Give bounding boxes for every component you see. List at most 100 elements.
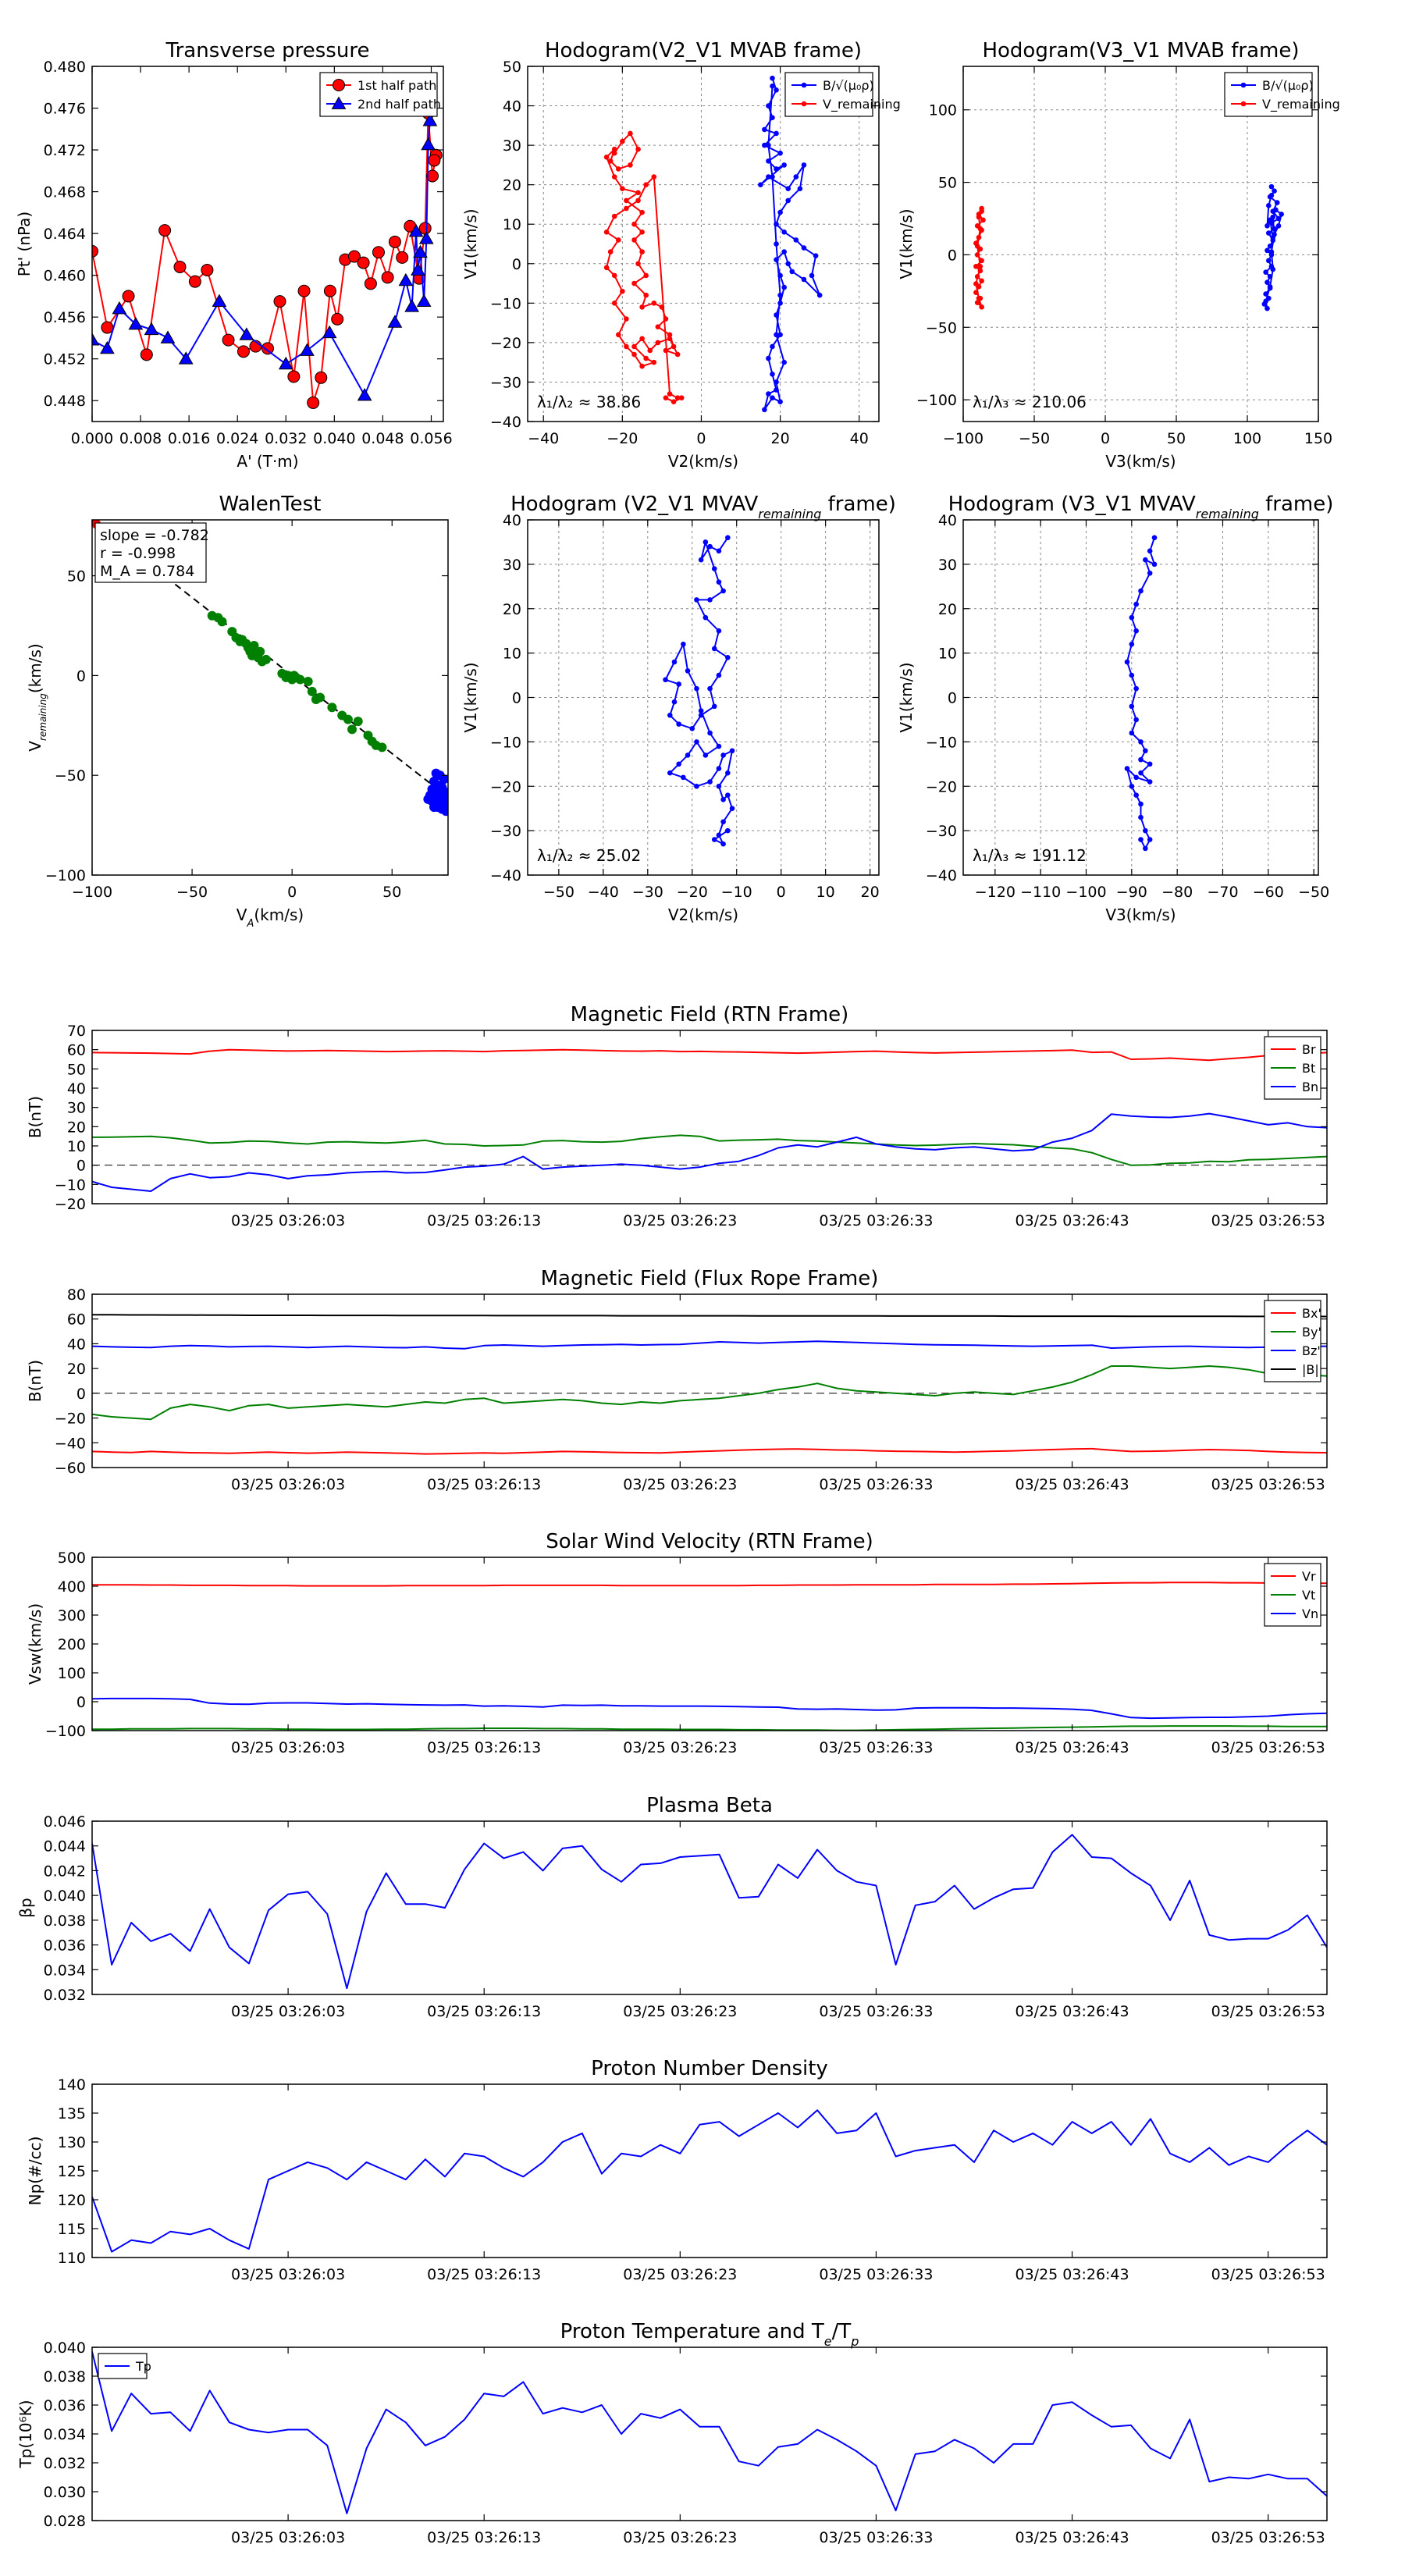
data-point (694, 685, 699, 692)
data-point (1147, 779, 1153, 785)
x-tick-label: 100 (1233, 430, 1261, 447)
y-tick-label: 10 (938, 646, 957, 663)
x-tick-label: 03/25 03:26:13 (427, 2266, 541, 2283)
data-point (1264, 305, 1270, 311)
series-line-v-remaining (664, 537, 733, 845)
data-point (631, 343, 637, 350)
scatter-point (315, 692, 325, 703)
data-point (1124, 766, 1130, 771)
data-point (979, 208, 984, 215)
data-point (758, 182, 763, 187)
data-point (681, 774, 686, 781)
chart-title: Proton Number Density (591, 2057, 828, 2080)
data-point (698, 708, 704, 713)
data-point (1264, 222, 1270, 229)
y-tick-label: −20 (490, 778, 521, 795)
y-tick-label: −30 (926, 823, 957, 840)
data-point (729, 748, 735, 754)
y-tick-label: 40 (503, 98, 521, 116)
data-point (766, 391, 771, 397)
y-tick-label: 0.032 (44, 1987, 86, 2004)
data-point (698, 557, 704, 563)
data-point (1266, 230, 1272, 236)
x-tick-label: 0.008 (119, 430, 162, 447)
data-point (643, 355, 649, 361)
data-point (1275, 215, 1282, 222)
data-point (973, 281, 979, 286)
y-tick-label: 30 (938, 557, 957, 574)
x-tick-label: 03/25 03:26:33 (819, 1212, 933, 1229)
legend: Tp (98, 2353, 151, 2379)
y-tick-label: 0.040 (44, 2339, 86, 2357)
data-point (1275, 222, 1282, 229)
plot-area (92, 2351, 1327, 2514)
chart-title: Plasma Beta (646, 1794, 773, 1817)
data-point (239, 327, 254, 340)
legend: B/√(μ₀ρ) V_remaining (784, 72, 901, 117)
scatter-point (377, 742, 387, 753)
y-tick-label: 70 (67, 1023, 86, 1040)
legend-label: 1st half path (357, 78, 436, 93)
series-line--b- (92, 1314, 1327, 1318)
data-point (1263, 291, 1268, 297)
x-tick-label: −30 (632, 884, 663, 901)
data-point (785, 197, 791, 204)
series-line-tp (92, 2351, 1327, 2514)
data-point (671, 659, 678, 665)
x-tick-label: 03/25 03:26:33 (819, 2529, 933, 2546)
y-tick-label: 300 (58, 1607, 86, 1624)
data-point (770, 115, 775, 121)
y-axis-label: Np(#/cc) (26, 2137, 44, 2206)
x-axis-label: V2(km/s) (668, 906, 738, 924)
data-point (1147, 548, 1153, 554)
data-point (785, 261, 791, 267)
data-point (977, 268, 984, 274)
legend: 1st half path 2nd half path (319, 72, 441, 117)
data-point (631, 237, 637, 243)
data-point (1267, 273, 1273, 279)
data-point (720, 819, 726, 825)
data-point (702, 753, 709, 758)
data-point (418, 222, 432, 235)
legend-label: Bt (1302, 1061, 1315, 1076)
data-point (725, 655, 731, 660)
y-tick-label: −30 (490, 374, 521, 391)
y-tick-label: −50 (55, 767, 86, 785)
data-point (1267, 243, 1273, 249)
data-point (1133, 717, 1139, 723)
data-point (694, 597, 699, 603)
data-point (1143, 845, 1148, 852)
legend-label: B/√(μ₀ρ) (823, 78, 874, 93)
legend-label: Tp (135, 2359, 151, 2374)
scatter-point (307, 686, 317, 696)
y-tick-label: −50 (926, 319, 957, 336)
legend-marker (1240, 101, 1247, 107)
y-tick-label: 10 (503, 646, 521, 663)
data-point (140, 348, 153, 361)
data-point (624, 197, 629, 204)
data-point (1143, 748, 1148, 754)
x-tick-label: −80 (1161, 884, 1193, 901)
data-point (92, 333, 100, 346)
scatter-point (343, 714, 353, 724)
x-axis-label: V3(km/s) (1105, 906, 1176, 924)
y-tick-label: 10 (503, 216, 521, 233)
scatter-point (327, 703, 337, 713)
scatter-point (255, 646, 265, 656)
data-point (663, 316, 669, 322)
data-point (674, 395, 681, 400)
data-point (388, 235, 401, 248)
y-tick-label: 0.032 (44, 2455, 86, 2472)
y-axis-label: βp (16, 1898, 35, 1917)
data-point (611, 213, 617, 219)
data-point (977, 263, 984, 269)
legend: B/√(μ₀ρ) V_remaining (1224, 72, 1340, 117)
data-point (716, 628, 722, 634)
series-line-vn (92, 1697, 1327, 1720)
data-point (655, 324, 661, 329)
x-tick-label: 03/25 03:26:13 (427, 1212, 541, 1229)
y-tick-label: 0.448 (44, 393, 86, 410)
data-point (974, 300, 980, 306)
data-point (396, 251, 409, 264)
data-point (816, 292, 823, 298)
